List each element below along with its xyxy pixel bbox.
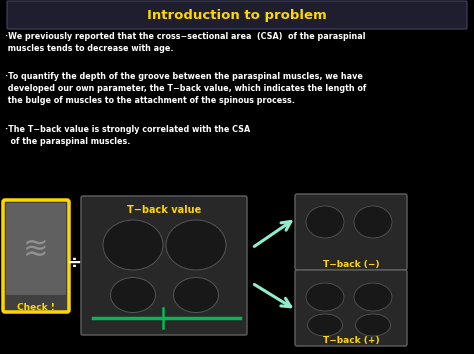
FancyBboxPatch shape xyxy=(81,196,247,335)
Text: ·The T−back value is strongly correlated with the CSA
  of the paraspinal muscle: ·The T−back value is strongly correlated… xyxy=(5,125,250,146)
Ellipse shape xyxy=(354,283,392,311)
Text: ·We previously reported that the cross−sectional area  (CSA)  of the paraspinal
: ·We previously reported that the cross−s… xyxy=(5,32,365,53)
Ellipse shape xyxy=(173,278,219,313)
Ellipse shape xyxy=(306,206,344,238)
Text: T−back (−): T−back (−) xyxy=(323,261,379,269)
Ellipse shape xyxy=(354,206,392,238)
Text: Introduction to problem: Introduction to problem xyxy=(147,8,327,22)
Text: ·To quantify the depth of the groove between the paraspinal muscles, we have
 de: ·To quantify the depth of the groove bet… xyxy=(5,72,366,104)
Ellipse shape xyxy=(308,314,343,336)
Ellipse shape xyxy=(110,278,155,313)
FancyBboxPatch shape xyxy=(6,203,66,295)
Text: ÷: ÷ xyxy=(66,254,82,272)
Text: Check !: Check ! xyxy=(17,303,55,312)
Ellipse shape xyxy=(103,220,163,270)
FancyBboxPatch shape xyxy=(3,200,69,312)
Ellipse shape xyxy=(166,220,226,270)
Ellipse shape xyxy=(306,283,344,311)
Text: T−back value: T−back value xyxy=(127,205,201,215)
FancyBboxPatch shape xyxy=(295,270,407,346)
FancyBboxPatch shape xyxy=(295,194,407,270)
Text: ≋: ≋ xyxy=(23,234,49,263)
Text: T−back (+): T−back (+) xyxy=(323,337,379,346)
FancyBboxPatch shape xyxy=(7,1,467,29)
Ellipse shape xyxy=(356,314,391,336)
